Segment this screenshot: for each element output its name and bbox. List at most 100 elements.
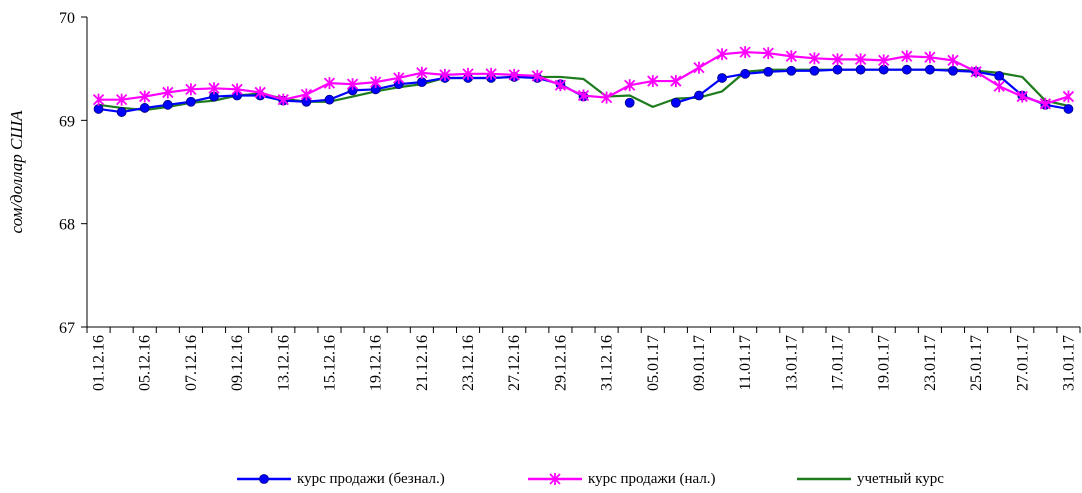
data-point bbox=[854, 53, 867, 66]
legend-swatch-0 bbox=[237, 474, 291, 484]
data-point bbox=[185, 83, 197, 96]
x-tick-label: 09.12.16 bbox=[229, 335, 246, 391]
legend-item-1: курс продажи (нал.) bbox=[526, 468, 716, 490]
series-1 bbox=[92, 46, 1075, 110]
x-tick-label: 13.12.16 bbox=[275, 335, 292, 391]
data-point bbox=[624, 79, 636, 92]
legend-item-2: учетный курс bbox=[795, 468, 944, 490]
data-point bbox=[300, 88, 313, 101]
data-point bbox=[139, 90, 151, 103]
x-tick-label: 19.01.17 bbox=[876, 335, 893, 391]
data-point bbox=[324, 94, 335, 105]
x-tick-label: 11.01.17 bbox=[737, 335, 754, 390]
data-point bbox=[93, 104, 104, 114]
data-point bbox=[924, 64, 935, 75]
data-point bbox=[808, 52, 821, 65]
data-point bbox=[231, 83, 243, 96]
data-point bbox=[531, 69, 543, 82]
data-point bbox=[878, 54, 890, 67]
data-point bbox=[600, 91, 613, 104]
data-point bbox=[970, 65, 982, 78]
data-point bbox=[508, 68, 520, 81]
data-point bbox=[462, 67, 474, 80]
chart-svg: 67 68 69 70 01.12.16 05.12.16 07.12.16 09.12.16… bbox=[7, 10, 1081, 391]
data-point bbox=[1062, 90, 1075, 103]
data-point bbox=[948, 65, 958, 76]
data-point bbox=[393, 71, 405, 84]
x-tick-label: 25.01.17 bbox=[968, 335, 985, 391]
y-tick-label: 70 bbox=[59, 10, 75, 27]
data-point bbox=[901, 64, 912, 75]
x-tick-label: 31.12.16 bbox=[599, 335, 616, 391]
x-tick-label: 09.01.17 bbox=[691, 335, 708, 391]
data-point bbox=[485, 67, 497, 80]
x-tick-label: 05.12.16 bbox=[137, 335, 154, 391]
data-point bbox=[254, 86, 266, 99]
data-point bbox=[647, 75, 659, 88]
data-point bbox=[831, 53, 844, 66]
x-tick-label: 31.01.17 bbox=[1060, 335, 1077, 391]
legend-label-0: курс продажи (безнал.) bbox=[297, 470, 445, 487]
data-point bbox=[323, 77, 336, 90]
data-point bbox=[809, 65, 820, 76]
x-tick-label: 23.12.16 bbox=[460, 335, 477, 391]
data-point bbox=[993, 80, 1005, 93]
x-tick-label: 17.01.17 bbox=[830, 335, 847, 391]
y-tick-label: 67 bbox=[59, 320, 75, 337]
x-tick-label: 19.12.16 bbox=[368, 335, 385, 391]
x-tick-label: 29.12.16 bbox=[552, 335, 569, 391]
legend-item-0: курс продажи (безнал.) bbox=[235, 468, 445, 490]
x-tick-label: 13.01.17 bbox=[783, 335, 800, 391]
data-point bbox=[694, 90, 704, 101]
data-point bbox=[416, 66, 428, 79]
x-tick-label: 23.01.17 bbox=[922, 335, 939, 391]
data-point bbox=[92, 93, 105, 106]
data-point bbox=[162, 99, 173, 110]
data-point bbox=[1039, 97, 1051, 110]
data-point bbox=[855, 64, 866, 75]
data-point bbox=[116, 93, 128, 106]
legend-swatch-2 bbox=[797, 477, 851, 481]
data-point bbox=[832, 64, 843, 75]
data-point bbox=[208, 82, 220, 95]
data-point bbox=[785, 50, 797, 63]
data-point bbox=[577, 89, 590, 102]
data-point bbox=[878, 64, 889, 75]
data-point bbox=[277, 93, 289, 106]
x-tick-label: 05.01.17 bbox=[645, 335, 662, 391]
y-tick-label: 69 bbox=[59, 113, 75, 130]
legend-swatch-1 bbox=[528, 473, 582, 485]
data-point bbox=[186, 96, 196, 107]
data-point bbox=[162, 86, 174, 99]
data-point bbox=[1063, 104, 1074, 114]
axes: 67 68 69 70 01.12.16 05.12.16 07.12.16 09.12.16… bbox=[59, 10, 1081, 391]
data-point bbox=[947, 54, 959, 67]
x-tick-label: 27.12.16 bbox=[506, 335, 523, 391]
legend-label-1: курс продажи (нал.) bbox=[588, 470, 716, 487]
data-point bbox=[763, 66, 774, 77]
data-point bbox=[346, 78, 359, 91]
data-point bbox=[416, 77, 427, 87]
x-tick-label: 07.12.16 bbox=[183, 335, 200, 391]
data-point bbox=[439, 68, 451, 81]
series-line bbox=[98, 75, 585, 114]
data-point bbox=[554, 79, 567, 92]
data-point bbox=[139, 103, 150, 113]
data-point bbox=[693, 61, 705, 74]
data-point bbox=[716, 48, 728, 61]
x-tick-label: 15.12.16 bbox=[321, 335, 338, 391]
data-point bbox=[786, 65, 797, 76]
data-point bbox=[762, 47, 774, 60]
data-point bbox=[901, 50, 913, 63]
data-point bbox=[740, 68, 751, 79]
x-tick-label: 27.01.17 bbox=[1014, 335, 1031, 391]
x-tick-label: 01.12.16 bbox=[91, 335, 108, 391]
legend-label-2: учетный курс bbox=[857, 470, 944, 487]
data-point bbox=[116, 107, 127, 117]
y-tick-label: 68 bbox=[59, 217, 75, 234]
data-point bbox=[1016, 90, 1028, 103]
data-point bbox=[739, 46, 751, 59]
data-point bbox=[670, 75, 682, 88]
data-point bbox=[994, 71, 1005, 81]
x-tick-label: 21.12.16 bbox=[414, 335, 431, 391]
